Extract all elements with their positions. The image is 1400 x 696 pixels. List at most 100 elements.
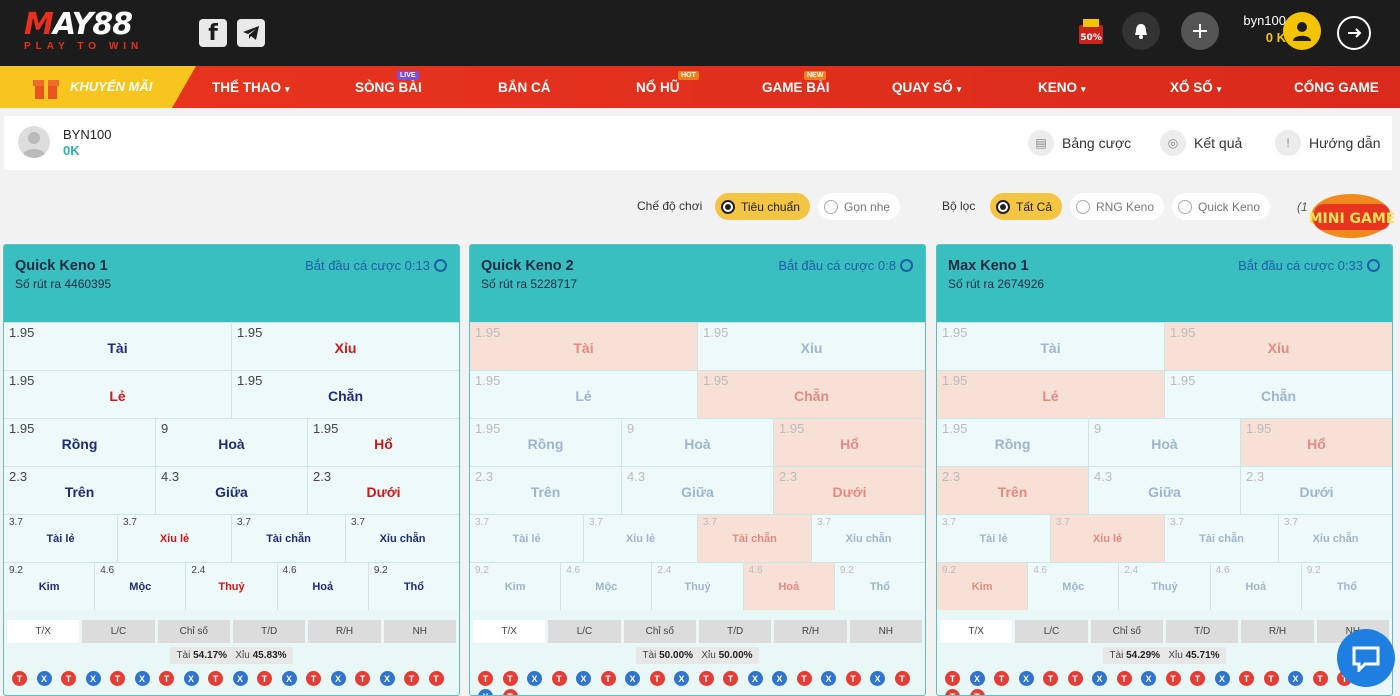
bet-option[interactable]: 3.7 Xỉu chẵn	[345, 515, 459, 562]
history-tab[interactable]: Chỉ số	[1090, 620, 1163, 643]
deposit-plus-button[interactable]	[1181, 12, 1219, 50]
nav-item-2[interactable]: BẮN CÁ	[498, 80, 551, 95]
bet-option[interactable]: 1.95 Chẵn	[1164, 371, 1392, 418]
bet-option[interactable]: 9 Hoà	[155, 419, 307, 466]
history-tab[interactable]: L/C	[548, 620, 621, 643]
logo[interactable]: MAY88 PLAY TO WIN	[24, 10, 164, 54]
bet-option[interactable]: 3.7 Tài lẻ	[470, 515, 583, 562]
bet-option[interactable]: 2.3 Trên	[4, 467, 155, 514]
history-tab[interactable]: T/X	[7, 620, 80, 643]
bet-option[interactable]: 3.7 Tài lẻ	[937, 515, 1050, 562]
nav-promo[interactable]: KHUYẾN MÃI	[0, 66, 196, 108]
nav-item-1[interactable]: SÒNG BÀI LIVE	[355, 71, 422, 95]
history-tab[interactable]: R/H	[308, 620, 381, 643]
promo-50-icon[interactable]: 50%	[1076, 16, 1106, 46]
history-tab[interactable]: Chỉ số	[157, 620, 230, 643]
bet-option[interactable]: 9 Hoà	[1088, 419, 1240, 466]
bell-icon[interactable]	[1122, 12, 1160, 50]
bet-option[interactable]: 9.2 Kim	[4, 563, 95, 610]
nav-item-8[interactable]: CỔNG GAME	[1294, 80, 1379, 95]
bet-option[interactable]: 2.3 Trên	[470, 467, 621, 514]
mini-game-button[interactable]: MINI GAME	[1296, 186, 1396, 242]
bet-option[interactable]: 1.95 Xỉu	[1164, 323, 1392, 370]
nav-item-4[interactable]: GAME BÀI NEW	[762, 71, 830, 95]
nav-item-7[interactable]: XỔ SỐ ▾	[1170, 80, 1221, 95]
bet-option[interactable]: 4.3 Giữa	[1088, 467, 1240, 514]
bet-option[interactable]: 2.4 Thuỷ	[185, 563, 277, 610]
bet-option[interactable]: 1.95 Rồng	[4, 419, 155, 466]
filter-all-option[interactable]: Tất Cả	[990, 193, 1063, 220]
bet-option[interactable]: 4.3 Giữa	[621, 467, 773, 514]
mode-standard-option[interactable]: Tiêu chuẩn	[715, 193, 810, 220]
history-tab[interactable]: NH	[383, 620, 456, 643]
bet-option[interactable]: 3.7 Tài chẵn	[697, 515, 811, 562]
bet-option[interactable]: 2.3 Dưới	[773, 467, 925, 514]
bet-option[interactable]: 4.6 Mộc	[1027, 563, 1119, 610]
history-tab[interactable]: T/X	[940, 620, 1013, 643]
bet-option[interactable]: 9.2 Thổ	[833, 563, 925, 610]
bet-option[interactable]: 3.7 Tài lẻ	[4, 515, 117, 562]
results-button[interactable]: ◎ Kết quả	[1160, 130, 1242, 156]
bet-option[interactable]: 3.7 Tài chẵn	[1164, 515, 1278, 562]
bet-option[interactable]: 3.7 Xỉu lẻ	[1050, 515, 1164, 562]
history-tab[interactable]: L/C	[1015, 620, 1088, 643]
bet-option[interactable]: 1.95 Chẵn	[231, 371, 459, 418]
bet-option[interactable]: 9.2 Thổ	[367, 563, 459, 610]
history-tab[interactable]: Chỉ số	[623, 620, 696, 643]
nav-item-5[interactable]: QUAY SỐ ▾	[892, 80, 961, 95]
bet-option[interactable]: 1.95 Chẵn	[697, 371, 925, 418]
bet-option[interactable]: 3.7 Xỉu chẵn	[811, 515, 925, 562]
bet-option[interactable]: 1.95 Hổ	[773, 419, 925, 466]
bet-option[interactable]: 4.6 Mộc	[560, 563, 652, 610]
filter-quick-keno-option[interactable]: Quick Keno	[1172, 193, 1271, 220]
bet-option[interactable]: 2.3 Dưới	[1240, 467, 1392, 514]
history-tab[interactable]: R/H	[1241, 620, 1314, 643]
bet-option[interactable]: 1.95 Tài	[937, 323, 1164, 370]
nav-item-3[interactable]: NỔ HŨ HOT	[636, 71, 699, 95]
bet-option[interactable]: 2.4 Thuỷ	[651, 563, 743, 610]
bet-option[interactable]: 1.95 Lẻ	[4, 371, 231, 418]
bet-option[interactable]: 1.95 Tài	[470, 323, 697, 370]
bet-option[interactable]: 1.95 Xỉu	[697, 323, 925, 370]
mode-compact-option[interactable]: Gọn nhẹ	[818, 193, 901, 220]
bet-option[interactable]: 3.7 Xỉu lẻ	[583, 515, 697, 562]
telegram-icon[interactable]	[237, 19, 265, 47]
bet-option[interactable]: 3.7 Tài chẵn	[231, 515, 345, 562]
bet-option[interactable]: 1.95 Tài	[4, 323, 231, 370]
user-info[interactable]: byn100 0 K	[1226, 13, 1286, 45]
history-tab[interactable]: L/C	[82, 620, 155, 643]
history-tab[interactable]: NH	[849, 620, 922, 643]
bet-option[interactable]: 9.2 Kim	[470, 563, 561, 610]
history-tab[interactable]: R/H	[774, 620, 847, 643]
bet-option[interactable]: 3.7 Xỉu lẻ	[117, 515, 231, 562]
history-tab[interactable]: T/X	[473, 620, 546, 643]
logout-icon[interactable]	[1337, 16, 1371, 50]
bet-option[interactable]: 4.6 Hoả	[276, 563, 368, 610]
bet-option[interactable]: 4.6 Mộc	[94, 563, 186, 610]
bet-option[interactable]: 1.95 Rồng	[470, 419, 621, 466]
history-tab[interactable]: T/D	[232, 620, 306, 643]
bet-option[interactable]: 1.95 Hổ	[1240, 419, 1392, 466]
nav-item-0[interactable]: THỂ THAO ▾	[212, 80, 290, 95]
bet-option[interactable]: 4.3 Giữa	[155, 467, 307, 514]
bet-option[interactable]: 1.95 Xỉu	[231, 323, 459, 370]
chat-icon[interactable]	[1337, 629, 1395, 687]
bet-table-button[interactable]: ▤ Bảng cược	[1028, 130, 1131, 156]
bet-option[interactable]: 2.4 Thuỷ	[1118, 563, 1210, 610]
bet-option[interactable]: 1.95 Lẻ	[937, 371, 1164, 418]
filter-rng-keno-option[interactable]: RNG Keno	[1070, 193, 1165, 220]
avatar[interactable]	[1283, 12, 1321, 50]
facebook-icon[interactable]: f	[199, 19, 227, 47]
nav-item-6[interactable]: KENO ▾	[1038, 80, 1086, 95]
history-tab[interactable]: T/D	[1165, 620, 1239, 643]
bet-option[interactable]: 4.6 Hoả	[1209, 563, 1301, 610]
history-tab[interactable]: T/D	[698, 620, 772, 643]
guide-button[interactable]: ! Hướng dẫn	[1275, 130, 1380, 156]
bet-option[interactable]: 9 Hoà	[621, 419, 773, 466]
bet-option[interactable]: 2.3 Dưới	[307, 467, 459, 514]
bet-option[interactable]: 3.7 Xỉu chẵn	[1278, 515, 1392, 562]
bet-option[interactable]: 4.6 Hoả	[742, 563, 834, 610]
bet-option[interactable]: 1.95 Rồng	[937, 419, 1088, 466]
bet-option[interactable]: 1.95 Lẻ	[470, 371, 697, 418]
bet-option[interactable]: 1.95 Hổ	[307, 419, 459, 466]
